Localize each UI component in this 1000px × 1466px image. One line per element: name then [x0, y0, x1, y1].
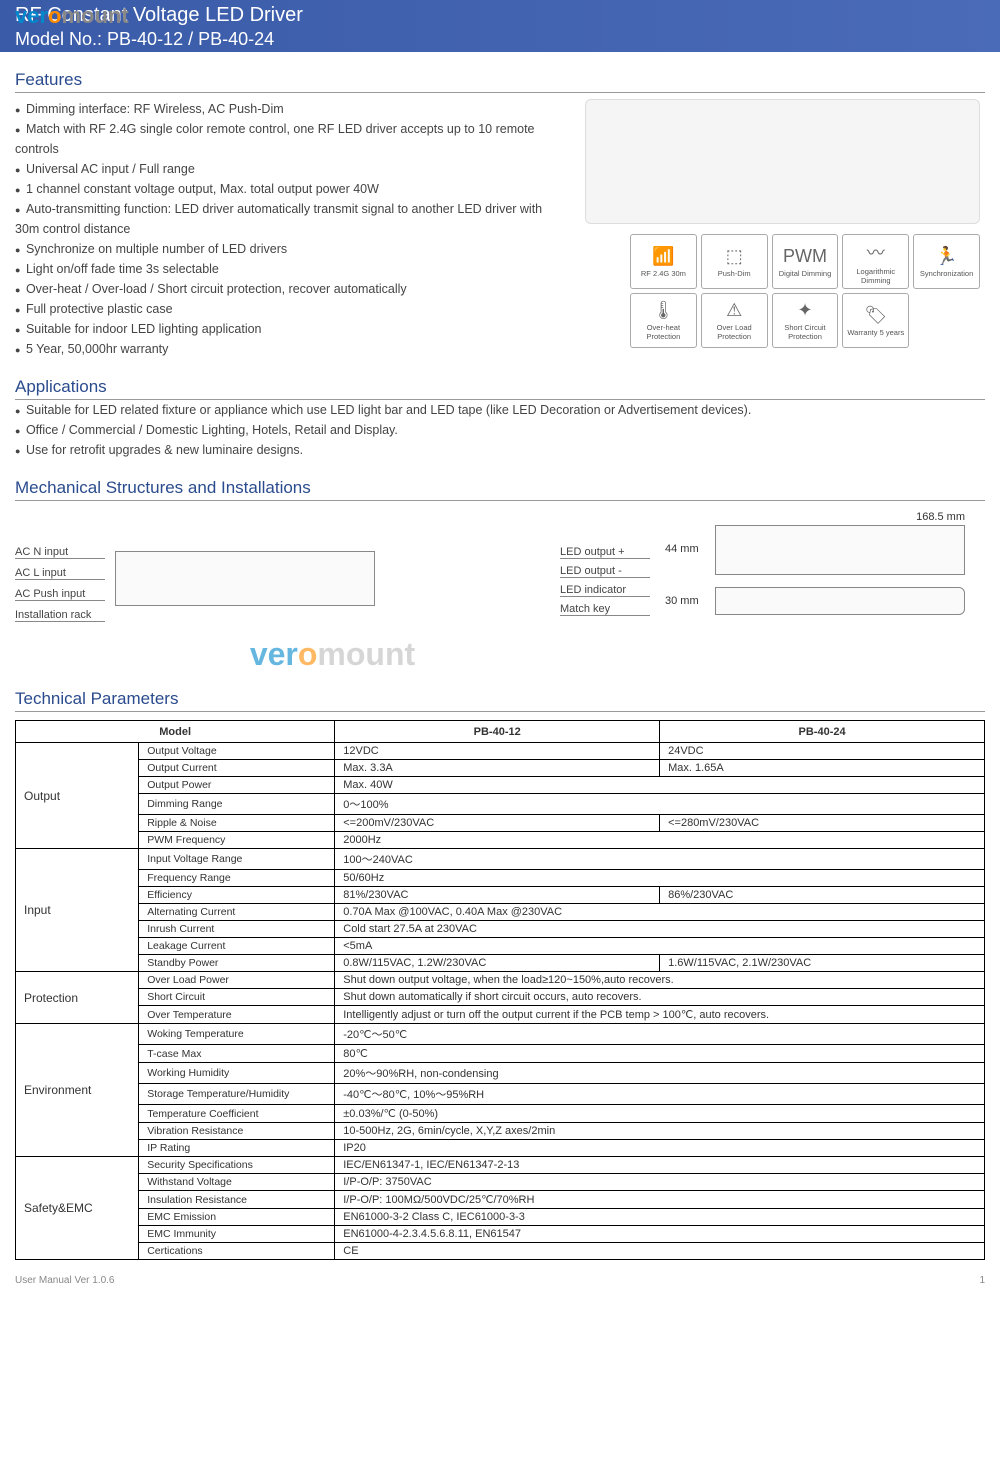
feature-icon: 🏃Synchronization [913, 234, 980, 289]
page-title: RF Constant Voltage LED Driver [15, 4, 985, 27]
feature-item: 5 Year, 50,000hr warranty [15, 339, 565, 359]
feature-item: Light on/off fade time 3s selectable [15, 259, 565, 279]
feature-icon: 🏷Warranty 5 years [842, 293, 909, 348]
watermark-center: veromount [250, 636, 415, 673]
feature-item: Dimming interface: RF Wireless, AC Push-… [15, 99, 565, 119]
feature-item: Over-heat / Over-load / Short circuit pr… [15, 279, 565, 299]
mech-label: LED output - [560, 565, 650, 578]
feature-icon: PWMDigital Dimming [772, 234, 839, 289]
feature-item: 1 channel constant voltage output, Max. … [15, 179, 565, 199]
footer: User Manual Ver 1.0.6 1 [15, 1275, 985, 1286]
footer-page: 1 [979, 1275, 985, 1286]
dim-depth: 44 mm [665, 543, 699, 555]
mechanical-heading: Mechanical Structures and Installations [15, 478, 985, 501]
feature-icon: 〰Logarithmic Dimming [842, 234, 909, 289]
logo-post: mount [62, 3, 129, 28]
feature-item: Synchronize on multiple number of LED dr… [15, 239, 565, 259]
logo-pre: ver [15, 3, 48, 28]
mech-label: AC N input [15, 546, 105, 559]
applications-list: Suitable for LED related fixture or appl… [15, 400, 985, 460]
mechanical-diagram-left: AC N input AC L input AC Push input Install… [15, 511, 650, 671]
model-number: Model No.: PB-40-12 / PB-40-24 [15, 29, 985, 50]
technical-heading: Technical Parameters [15, 689, 985, 712]
application-item: Office / Commercial / Domestic Lighting,… [15, 420, 985, 440]
features-heading: Features [15, 70, 985, 93]
footer-version: User Manual Ver 1.0.6 [15, 1275, 115, 1286]
header-bar: veromount RF Constant Voltage LED Driver… [0, 0, 1000, 52]
application-item: Use for retrofit upgrades & new luminair… [15, 440, 985, 460]
application-item: Suitable for LED related fixture or appl… [15, 400, 985, 420]
feature-item: Suitable for indoor LED lighting applica… [15, 319, 565, 339]
mechanical-dimensions: 168.5 mm 44 mm 30 mm [665, 511, 985, 623]
feature-item: Universal AC input / Full range [15, 159, 565, 179]
feature-icon: ✦Short Circuit Protection [772, 293, 839, 348]
feature-icon: ⚠Over Load Protection [701, 293, 768, 348]
icon-grid: 📶RF 2.4G 30m⬚Push-DimPWMDigital Dimming〰… [630, 234, 980, 348]
feature-icon: 🌡Over-heat Protection [630, 293, 697, 348]
feature-icon: 📶RF 2.4G 30m [630, 234, 697, 289]
mech-label: LED indicator [560, 584, 650, 597]
mech-label: LED output + [560, 546, 650, 559]
product-side: 📶RF 2.4G 30m⬚Push-DimPWMDigital Dimming〰… [585, 99, 985, 359]
mech-label: Installation rack [15, 609, 105, 622]
product-image [585, 99, 980, 224]
dim-height: 30 mm [665, 595, 699, 607]
watermark-logo: veromount [15, 3, 129, 29]
technical-parameters-table: ModelPB-40-12PB-40-24OutputOutput Voltag… [15, 720, 985, 1260]
feature-item: Match with RF 2.4G single color remote c… [15, 119, 565, 159]
feature-item: Auto-transmitting function: LED driver a… [15, 199, 565, 239]
dim-width: 168.5 mm [665, 511, 965, 523]
feature-icon: ⬚Push-Dim [701, 234, 768, 289]
mech-label: AC Push input [15, 588, 105, 601]
logo-o: o [48, 3, 61, 28]
mech-label: Match key [560, 603, 650, 616]
features-list: Dimming interface: RF Wireless, AC Push-… [15, 99, 565, 359]
feature-item: Full protective plastic case [15, 299, 565, 319]
applications-heading: Applications [15, 377, 985, 400]
mech-label: AC L input [15, 567, 105, 580]
